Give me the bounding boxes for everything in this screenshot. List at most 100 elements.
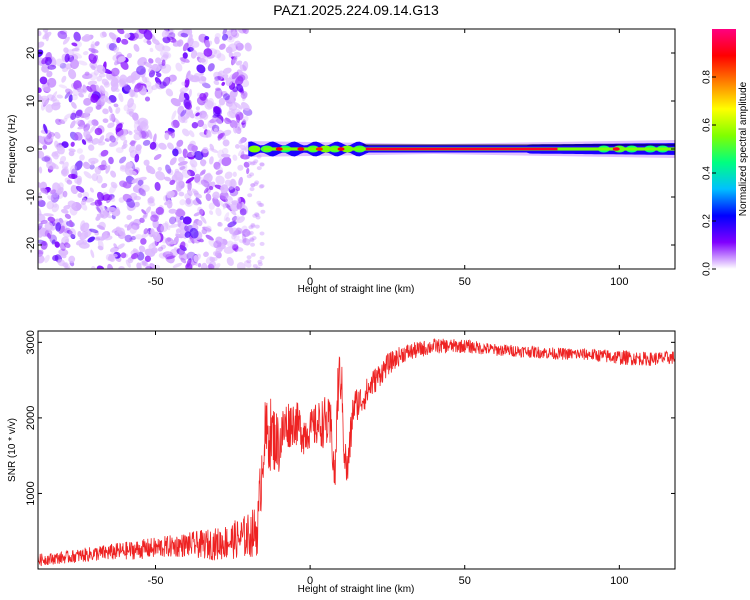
spectrogram-noise-blob <box>170 248 179 257</box>
spectrogram-noise-blob <box>96 206 102 214</box>
spectrogram-noise-blob <box>259 241 265 246</box>
spectrogram-noise-blob <box>191 40 200 48</box>
spectrogram-noise-blob <box>184 198 194 207</box>
colorbar-label: Normalized spectral amplitude <box>738 81 749 216</box>
spectrogram-noise-blob <box>136 65 146 75</box>
spectrogram-noise-blob <box>169 223 180 228</box>
spectrogram-noise-blob <box>201 56 208 65</box>
spectrogram-noise-blob <box>166 255 176 260</box>
spectrogram-noise-blob <box>239 64 247 72</box>
spectrogram-noise-blob <box>117 29 125 35</box>
figure-title: PAZ1.2025.224.09.14.G13 <box>273 2 439 18</box>
spectrogram-noise-blob <box>50 97 55 102</box>
spectrogram-noise-blob <box>168 208 177 214</box>
spectrogram-noise-blob <box>105 132 115 141</box>
spectrogram-noise-blob <box>115 226 122 233</box>
spectrogram-noise-blob <box>68 94 73 103</box>
spectrogram-noise-blob <box>179 241 186 250</box>
spectrogram-noise-blob <box>206 129 212 138</box>
spectrogram-noise-blob <box>158 252 168 259</box>
spectrogram-noise-blob <box>181 169 191 179</box>
spectrogram-noise-blob <box>248 230 254 235</box>
spectrogram-noise-blob <box>164 132 170 140</box>
spectrogram-noise-blob <box>94 127 103 136</box>
spectrogram-noise-blob <box>250 224 256 229</box>
spectrogram-noise-blob <box>158 142 167 150</box>
spectrogram-noise-blob <box>119 134 126 141</box>
signal-blob <box>248 145 261 153</box>
spectrogram-noise-blob <box>138 245 146 253</box>
spectrogram-noise-blob <box>38 192 42 199</box>
spectrogram-noise-blob <box>171 110 177 121</box>
spectrogram-noise-blob <box>123 83 131 92</box>
signal-line-red <box>365 147 558 151</box>
spectrogram-noise-blob <box>126 221 134 231</box>
spectrogram-noise-blob <box>155 57 162 64</box>
spectrogram-noise-blob <box>71 94 78 101</box>
spectrogram-noise-blob <box>77 192 83 198</box>
spectrogram-noise-blob <box>204 100 214 110</box>
spectrogram-noise-blob <box>82 161 91 170</box>
spectrogram-noise-blob <box>255 266 261 269</box>
spectrogram-noise-blob <box>220 153 231 158</box>
spectrogram-noise-blob <box>42 29 49 33</box>
spectrogram-noise-blob <box>180 32 189 38</box>
spectrogram-noise-blob <box>52 254 59 262</box>
spectrogram-noise-blob <box>69 120 76 129</box>
spectrogram-noise-blob <box>254 300 259 304</box>
spectrogram-noise-blob <box>238 176 243 186</box>
spectrogram-noise-blob <box>200 160 206 167</box>
spectrogram-noise-blob <box>180 109 187 117</box>
spectrogram-noise-blob <box>246 43 251 49</box>
spectrogram-noise-blob <box>152 133 157 144</box>
spectrogram-noise-blob <box>108 32 117 40</box>
spectrogram-noise-blob <box>218 97 226 106</box>
spectrogram-noise-blob <box>64 113 72 120</box>
spectrogram-noise-blob <box>84 71 90 76</box>
spectrogram-noise-blob <box>145 164 151 174</box>
spectrogram-y-tick-label: -20 <box>25 237 37 253</box>
spectrogram-noise-blob <box>46 161 56 170</box>
spectrogram-noise-blob <box>133 82 144 93</box>
colorbar-tick-label: 0.4 <box>702 166 713 180</box>
spectrogram-noise-blob <box>257 262 263 267</box>
spectrogram-noise-blob <box>134 234 143 240</box>
spectrogram-plot-area <box>38 29 675 304</box>
spectrogram-noise-blob <box>184 231 191 238</box>
spectrogram-noise-blob <box>75 185 85 193</box>
spectrogram-noise-blob <box>215 87 221 91</box>
spectrogram-noise-blob <box>101 160 107 167</box>
spectrogram-noise-blob <box>43 123 48 134</box>
snr-x-tick-label: 0 <box>307 575 313 587</box>
spectrogram-noise-blob <box>46 70 53 78</box>
spectrogram-noise-blob <box>202 226 212 232</box>
spectrogram-noise-blob <box>193 150 204 161</box>
spectrogram-noise-blob <box>154 181 161 191</box>
spectrogram-noise-blob <box>183 98 191 110</box>
spectrogram-noise-blob <box>246 174 252 179</box>
spectrogram-noise-blob <box>241 120 246 126</box>
spectrogram-noise-blob <box>122 139 128 146</box>
spectrogram-noise-blob <box>176 139 184 148</box>
spectrogram-noise-blob <box>46 133 52 140</box>
spectrogram-noise-blob <box>175 62 183 72</box>
spectrogram-noise-blob <box>38 41 45 48</box>
spectrogram-noise-blob <box>176 97 183 104</box>
spectrogram-noise-blob <box>117 56 126 63</box>
spectrogram-noise-blob <box>224 226 230 232</box>
spectrogram-noise-blob <box>64 242 71 249</box>
spectrogram-noise-blob <box>73 80 82 91</box>
spectrogram-noise-blob <box>131 235 136 241</box>
snr-x-tick-label: -50 <box>148 575 164 587</box>
spectrogram-noise-blob <box>213 251 218 257</box>
spectrogram-noise-blob <box>82 197 87 203</box>
spectrogram-y-tick-label: -10 <box>25 189 37 205</box>
spectrogram-noise-blob <box>233 102 243 110</box>
spectrogram-noise-blob <box>251 161 257 166</box>
spectrogram-noise-blob <box>226 257 234 266</box>
spectrogram-noise-blob <box>259 231 265 236</box>
spectrogram-noise-blob <box>74 160 83 171</box>
spectrogram-noise-blob <box>190 50 198 59</box>
spectrogram-noise-blob <box>99 31 106 38</box>
spectrogram-noise-blob <box>182 216 192 225</box>
